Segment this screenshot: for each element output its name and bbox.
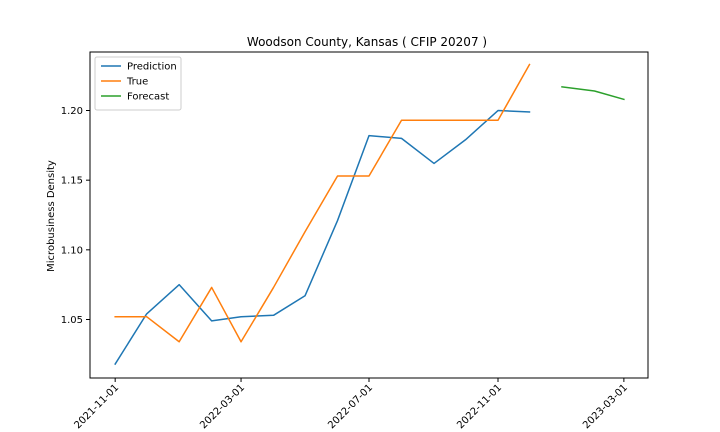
x-tick-label: 2021-11-01 bbox=[72, 382, 121, 431]
x-tick-label: 2023-03-01 bbox=[581, 382, 630, 431]
series-line-forecast bbox=[561, 85, 625, 101]
chart-title: Woodson County, Kansas ( CFIP 20207 ) bbox=[247, 35, 487, 49]
legend: Prediction True Forecast bbox=[94, 56, 182, 111]
x-tick-label: 2022-07-01 bbox=[326, 382, 375, 431]
y-axis-label: Microbusiness Density bbox=[46, 160, 57, 272]
plot-area bbox=[114, 63, 625, 366]
legend-label-forecast: Forecast bbox=[127, 92, 169, 103]
y-tick-label: 1.20 bbox=[61, 106, 83, 117]
x-tick-label: 2022-11-01 bbox=[455, 382, 504, 431]
y-tick-label: 1.15 bbox=[61, 176, 83, 187]
y-tick-label: 1.05 bbox=[61, 315, 83, 326]
legend-label-prediction: Prediction bbox=[127, 62, 177, 73]
series-line-prediction bbox=[114, 109, 531, 366]
series-line-true bbox=[114, 63, 531, 343]
legend-label-true: True bbox=[126, 77, 148, 88]
x-tick-label: 2022-03-01 bbox=[198, 382, 247, 431]
y-tick-label: 1.10 bbox=[61, 245, 83, 256]
